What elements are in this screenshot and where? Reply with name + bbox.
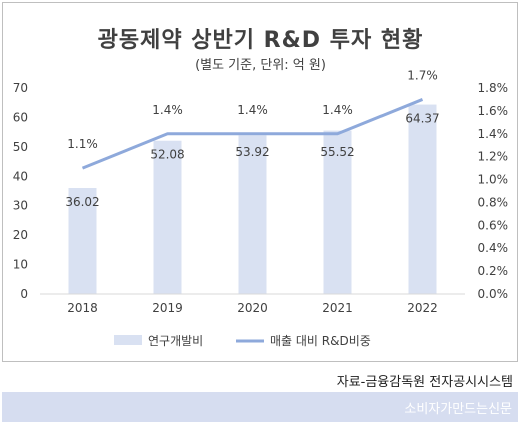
y-right-tick-label: 1.4% (478, 127, 509, 141)
y-right-tick-label: 0.6% (478, 218, 509, 232)
chart-subtitle: (별도 기준, 단위: 억 원) (195, 58, 326, 73)
bar-data-label: 36.02 (65, 195, 99, 209)
y-left-tick-label: 10 (13, 258, 28, 272)
bar (68, 187, 97, 294)
bar-data-label: 55.52 (320, 145, 354, 159)
x-tick-label: 2020 (237, 301, 268, 315)
x-tick-label: 2022 (407, 301, 438, 315)
chart-title: 광동제약 상반기 R&D 투자 현황 (97, 28, 424, 53)
line-data-label: 1.4% (237, 103, 268, 117)
y-right-tick-label: 0.2% (478, 264, 509, 278)
y-left-tick-label: 60 (13, 110, 28, 124)
y-left-tick-label: 70 (13, 81, 28, 95)
bar (323, 130, 352, 294)
bar (238, 135, 267, 294)
y-right-tick-label: 0.0% (478, 287, 509, 301)
line-data-label: 1.4% (322, 103, 353, 117)
y-right-tick-label: 0.8% (478, 195, 509, 209)
y-left-tick-label: 20 (13, 228, 28, 242)
source-note: 자료-금융감독원 전자공시시스템 (336, 375, 513, 390)
series-line (81, 98, 424, 170)
legend-bar-swatch (114, 335, 142, 345)
bar-data-label: 64.37 (405, 112, 439, 126)
footer-brand: 소비자가만드는신문 (404, 402, 512, 417)
y-left-tick-label: 50 (13, 140, 28, 154)
y-right-tick-label: 0.4% (478, 241, 509, 255)
y-right-tick-label: 1.8% (478, 81, 509, 95)
line-data-label: 1.4% (152, 103, 183, 117)
legend-bar-label: 연구개발비 (148, 334, 203, 348)
line-data-label: 1.7% (407, 68, 438, 82)
x-tick-label: 2018 (67, 301, 98, 315)
bar-data-label: 52.08 (150, 148, 184, 162)
legend-line-label: 매출 대비 R&D비중 (270, 334, 371, 348)
y-right-tick-label: 1.2% (478, 150, 509, 164)
y-left-tick-label: 0 (20, 287, 28, 301)
x-tick-label: 2019 (152, 301, 183, 315)
line-data-label: 1.1% (67, 137, 98, 151)
y-right-tick-label: 1.0% (478, 173, 509, 187)
y-right-tick-label: 1.6% (478, 104, 509, 118)
bar (153, 140, 182, 294)
bar-data-label: 53.92 (235, 145, 269, 159)
footer-bar: 소비자가만드는신문 (2, 392, 518, 422)
y-left-tick-label: 30 (13, 199, 28, 213)
chart-plot: 0 10 20 30 40 50 60 70 0.0% 0.2% 0.4% 0.6% 0.8% 1.0% 1… (13, 68, 509, 348)
y-left-tick-label: 40 (13, 169, 28, 183)
x-tick-label: 2021 (322, 301, 353, 315)
bar (408, 104, 437, 294)
